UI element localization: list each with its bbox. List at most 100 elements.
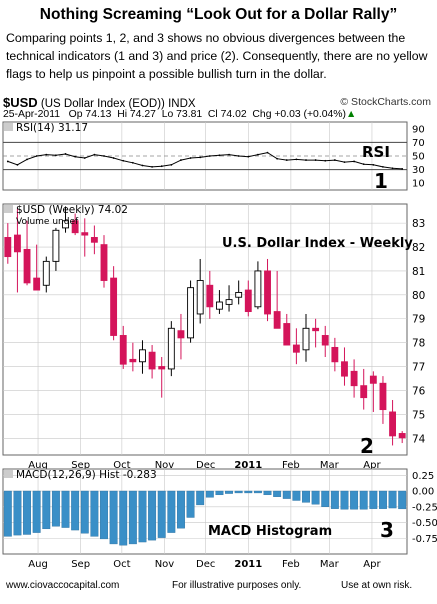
macd-hist-bar <box>330 490 339 509</box>
change-arrow-icon: ▲ <box>345 109 357 120</box>
rsi-tick-label: 30 <box>412 165 425 176</box>
macd-hist-bar <box>302 490 310 503</box>
rsi-point <box>180 159 182 161</box>
macd-hist-bar <box>90 490 99 537</box>
macd-tick-label: -0.75 <box>412 534 437 545</box>
chart-exchange: INDX <box>168 98 196 110</box>
footer-risk: Use at own risk. <box>341 580 413 591</box>
candle-body <box>167 327 175 370</box>
macd-month-label: Oct <box>113 559 130 570</box>
macd-hist-bar <box>157 490 166 538</box>
quote-open: Op 74.13 <box>68 109 112 120</box>
rsi-point <box>55 154 57 157</box>
macd-hist-bar <box>253 490 262 494</box>
candle-body <box>90 237 98 243</box>
macd-hist-bar <box>263 490 272 496</box>
candle-body <box>292 344 300 353</box>
rsi-point <box>83 157 86 159</box>
paragraph: Comparing points 1, 2, and 3 shows no ob… <box>6 31 428 81</box>
volume-label: Volume undef <box>16 217 79 227</box>
candle-body <box>52 229 60 262</box>
macd-hist-bar <box>369 490 378 509</box>
chart-symbol-row: $USD (US Dollar Index (EOD)) INDX <box>3 95 196 110</box>
rsi-tick-label: 90 <box>412 124 425 135</box>
macd-hist-bar <box>42 490 51 530</box>
rsi-point <box>324 159 327 162</box>
footer-website: www.ciovaccocapital.com <box>6 580 120 591</box>
macd-hist-bar <box>71 490 80 531</box>
price-swatch-icon <box>4 205 13 213</box>
rsi-point <box>257 153 259 156</box>
candle-body <box>341 361 348 377</box>
price-panel-frame <box>2 203 408 456</box>
macd-hist-bar <box>196 490 205 506</box>
price-month-label: Aug <box>28 460 48 471</box>
marker-1: 1 <box>374 169 388 193</box>
rsi-tick-label: 70 <box>412 138 425 149</box>
macd-hist-bar <box>109 490 118 545</box>
macd-month-label: 2011 <box>234 559 262 570</box>
chart-name: (US Dollar Index (EOD)) <box>40 98 165 110</box>
price-chart-title: U.S. Dollar Index - Weekly <box>222 236 413 251</box>
macd-month-label: Sep <box>71 559 90 570</box>
candle-body <box>158 366 166 370</box>
candle-body <box>398 433 406 439</box>
candle-body <box>350 370 358 387</box>
rsi-point <box>391 167 394 170</box>
rsi-point <box>208 155 211 157</box>
macd-label: MACD(12,26,9) Hist -0.283 <box>16 469 157 481</box>
footer-note: For illustrative purposes only. <box>172 580 302 591</box>
macd-month-label: Nov <box>155 559 175 570</box>
candle-body <box>360 385 368 399</box>
rsi-point <box>45 153 48 156</box>
price-month-label: Mar <box>320 460 340 471</box>
rsi-swatch-icon <box>4 123 13 131</box>
marker-3: 3 <box>380 518 394 542</box>
price-label: $USD (Weekly) 74.02 <box>16 204 128 216</box>
candle-body <box>331 346 339 363</box>
rsi-point <box>353 160 355 163</box>
price-month-label: Nov <box>155 460 175 471</box>
rsi-point <box>16 163 19 166</box>
candle-body <box>71 220 79 234</box>
rsi-point <box>237 155 240 157</box>
price-month-label: Oct <box>113 460 130 471</box>
macd-hist-bar <box>321 490 330 507</box>
macd-hist-bar <box>311 490 320 505</box>
rsi-point <box>266 151 269 154</box>
candle-body <box>225 299 233 305</box>
rsi-point <box>295 158 298 161</box>
macd-month-label: Aug <box>28 559 48 570</box>
stockcharts-logo: © StockCharts.com <box>340 96 431 108</box>
candle-body <box>312 327 320 332</box>
headline: Nothing Screaming “Look Out for a Dollar… <box>39 6 398 23</box>
candle-body <box>119 335 127 365</box>
rsi-tick-label: 10 <box>412 179 425 190</box>
candle-body <box>283 323 291 346</box>
macd-hist-bar <box>340 490 349 510</box>
price-month-label: Apr <box>363 460 381 471</box>
rsi-point <box>247 155 250 158</box>
macd-month-label: Feb <box>282 559 300 570</box>
macd-hist-bar <box>379 490 387 509</box>
candle-body <box>139 349 146 363</box>
macd-month-label: Dec <box>196 559 215 570</box>
candle-body <box>206 284 214 308</box>
candle-body <box>379 382 387 411</box>
rsi-point <box>362 163 365 166</box>
macd-tick-label: -0.50 <box>412 518 437 529</box>
macd-hist-bar <box>282 490 291 499</box>
candle-body <box>264 270 271 315</box>
macd-hist-bar <box>388 490 397 509</box>
candle-body <box>321 335 329 346</box>
candle-body <box>389 411 397 437</box>
macd-hist-bar <box>225 490 233 494</box>
macd-hist-bar <box>215 490 224 496</box>
candle-body <box>177 330 185 339</box>
quote-date: 25-Apr-2011 <box>3 109 60 120</box>
price-month-label: Feb <box>282 460 300 471</box>
rsi-point <box>199 156 202 159</box>
rsi-point <box>401 168 404 170</box>
candle-body <box>13 234 21 253</box>
